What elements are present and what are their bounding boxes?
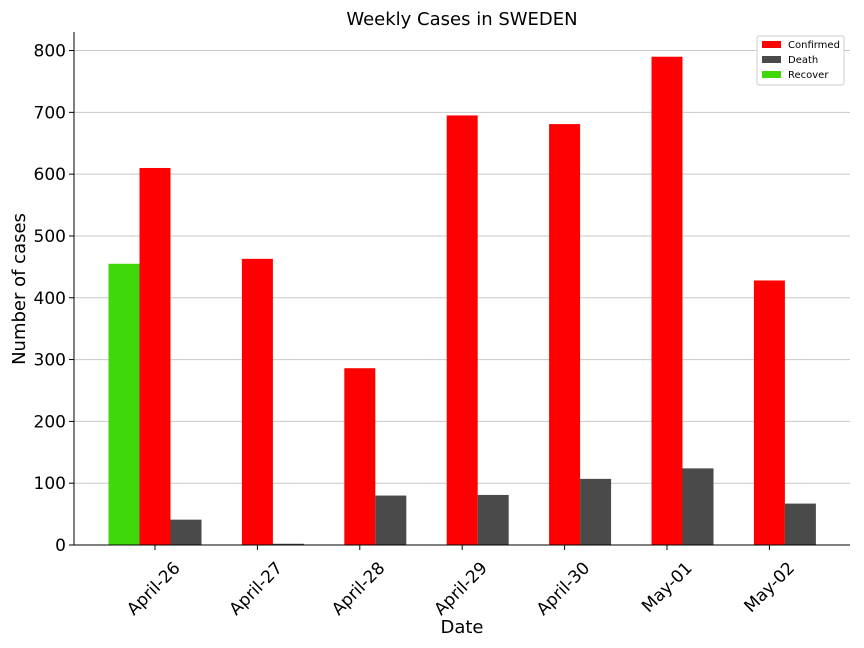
bar-death bbox=[784, 503, 816, 545]
x-tick-label: May-02 bbox=[741, 558, 799, 616]
bars bbox=[108, 56, 816, 546]
x-ticks: April-26 April-27 April-28 April-29 April-30… bbox=[123, 545, 799, 620]
bar-confirmed bbox=[753, 280, 785, 545]
y-axis-title: Number of cases bbox=[9, 213, 30, 365]
bar-confirmed bbox=[241, 258, 273, 545]
legend-swatch bbox=[762, 41, 781, 48]
legend: Confirmed Death Recover bbox=[756, 35, 845, 86]
bar-death bbox=[272, 543, 304, 545]
y-tick-label: 300 bbox=[34, 351, 66, 371]
bar-death bbox=[170, 519, 202, 545]
bar-recover bbox=[108, 263, 140, 545]
bar-confirmed bbox=[344, 368, 376, 545]
y-tick-label: 0 bbox=[55, 536, 66, 556]
x-tick-label: April-28 bbox=[328, 558, 389, 619]
x-tick-label: April-26 bbox=[123, 558, 184, 619]
legend-label: Recover bbox=[788, 70, 829, 81]
bar-confirmed bbox=[549, 124, 581, 545]
x-tick-label: April-29 bbox=[430, 558, 491, 619]
bar-death bbox=[580, 478, 612, 545]
bar-death bbox=[682, 468, 714, 545]
chart-title: Weekly Cases in SWEDEN bbox=[346, 9, 577, 30]
y-tick-label: 100 bbox=[34, 474, 66, 494]
bar-death bbox=[477, 494, 509, 545]
x-tick-label: May-01 bbox=[638, 558, 696, 616]
y-tick-label: 200 bbox=[34, 412, 66, 432]
x-tick-label: April-27 bbox=[226, 558, 287, 619]
bar-death bbox=[375, 495, 407, 545]
legend-swatch bbox=[762, 56, 781, 63]
y-tick-label: 600 bbox=[34, 165, 66, 185]
y-tick-label: 500 bbox=[34, 227, 66, 247]
legend-label: Confirmed bbox=[788, 40, 840, 51]
bar-confirmed bbox=[446, 115, 478, 545]
y-tick-label: 400 bbox=[34, 289, 66, 309]
y-tick-label: 800 bbox=[34, 42, 66, 62]
bar-confirmed bbox=[651, 56, 683, 545]
bar-confirmed bbox=[139, 167, 171, 546]
legend-label: Death bbox=[788, 55, 818, 66]
x-tick-label: April-30 bbox=[533, 558, 594, 619]
y-tick-label: 700 bbox=[34, 103, 66, 123]
y-ticks: 0 100 200 300 400 500 600 700 800 bbox=[34, 42, 74, 556]
x-axis-title: Date bbox=[440, 617, 483, 638]
legend-swatch bbox=[762, 71, 781, 78]
